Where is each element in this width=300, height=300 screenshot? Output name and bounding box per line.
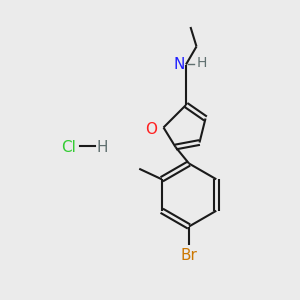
Text: Br: Br (181, 248, 197, 263)
Text: Cl: Cl (61, 140, 76, 154)
Text: H: H (196, 56, 207, 70)
Text: H: H (96, 140, 108, 154)
Text: N: N (173, 57, 184, 72)
Text: O: O (145, 122, 157, 136)
